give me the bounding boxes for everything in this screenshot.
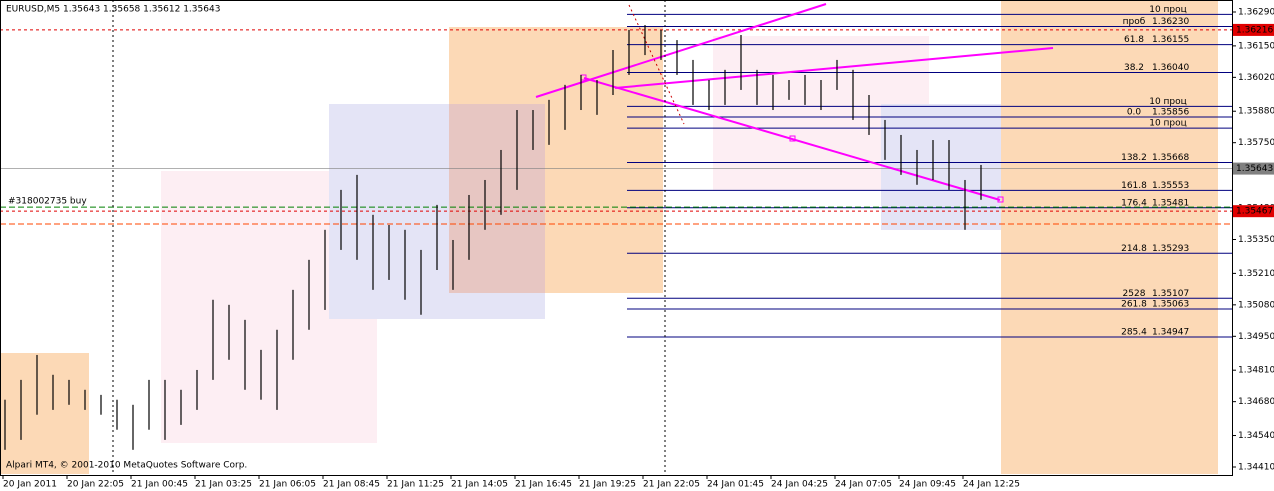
fib-label: 261.8 — [1121, 299, 1147, 309]
fib-label: 10 проц — [1149, 5, 1187, 15]
x-tick-label: 21 Jan 08:45 — [323, 480, 380, 490]
x-tick-label: 20 Jan 22:05 — [67, 480, 124, 490]
trend-line — [614, 47, 1054, 89]
fib-price: 1.35063 — [1152, 299, 1189, 309]
y-tick-label: 1.34680 — [1238, 397, 1274, 407]
fib-label: 285.4 — [1121, 328, 1147, 338]
trend-line — [583, 77, 1001, 201]
x-tick-label: 20 Jan 2011 — [3, 480, 57, 490]
x-tick-label: 21 Jan 22:05 — [643, 480, 700, 490]
y-tick-label: 1.35210 — [1238, 269, 1274, 279]
y-tick-label: 1.36020 — [1238, 73, 1274, 83]
order-label: #318002735 buy — [8, 197, 87, 207]
price-marker — [1233, 23, 1274, 36]
y-tick-label: 1.34410 — [1238, 463, 1274, 473]
y-tick-label: 1.34540 — [1238, 431, 1274, 441]
price-marker — [1233, 162, 1274, 175]
zone-overlap — [449, 104, 545, 293]
y-tick-label: 1.36150 — [1238, 41, 1274, 51]
y-tick-label: 1.35750 — [1238, 138, 1274, 148]
x-tick-label: 21 Jan 06:05 — [259, 480, 316, 490]
copyright: Alpari MT4, © 2001-2010 MetaQuotes Softw… — [6, 461, 247, 471]
fib-price: 1.35107 — [1152, 289, 1189, 299]
y-tick-label: 1.35080 — [1238, 300, 1274, 310]
fib-label: 61.8 — [1124, 35, 1144, 45]
price-marker-label: 1.36216 — [1236, 25, 1273, 35]
x-tick-label: 21 Jan 19:25 — [579, 480, 636, 490]
x-tick-label: 21 Jan 11:25 — [387, 480, 444, 490]
fib-label: 138.2 — [1121, 153, 1147, 163]
fib-price: 1.34947 — [1152, 328, 1189, 338]
trend-line — [535, 3, 827, 98]
y-tick-label: 1.34950 — [1238, 332, 1274, 342]
y-tick-label: 1.34810 — [1238, 366, 1274, 376]
x-tick-label: 24 Jan 04:25 — [771, 480, 828, 490]
symbol-header: EURUSD,M5 1.35643 1.35658 1.35612 1.3564… — [6, 5, 220, 15]
anchor — [997, 196, 1004, 203]
fib-price: 1.35553 — [1152, 181, 1189, 191]
price-marker — [1233, 205, 1274, 218]
fib-label: 161.8 — [1121, 181, 1147, 191]
fib-label: 214.8 — [1121, 244, 1147, 254]
fib-label: 176.4 — [1121, 198, 1147, 208]
x-tick-label: 21 Jan 16:45 — [515, 480, 572, 490]
anchor — [789, 135, 796, 142]
x-tick-label: 24 Jan 01:45 — [707, 480, 764, 490]
fib-price: 1.35293 — [1152, 244, 1189, 254]
fib-price: 1.36040 — [1152, 63, 1189, 73]
fib-label: 10 проц — [1149, 119, 1187, 129]
price-marker-label: 1.35643 — [1236, 164, 1273, 174]
x-tick-label: 21 Jan 14:05 — [451, 480, 508, 490]
fib-price: 1.35668 — [1152, 153, 1189, 163]
chart-frame — [0, 0, 1233, 476]
fib-price: 1.35481 — [1152, 198, 1189, 208]
y-tick-label: 1.36290 — [1238, 8, 1274, 18]
trend-line-dotted — [628, 4, 685, 125]
fib-label: 0.0 — [1127, 108, 1142, 118]
fib-label: 2528 — [1123, 289, 1146, 299]
fib-label: проб — [1123, 17, 1146, 27]
fib-price: 1.35856 — [1152, 108, 1189, 118]
price-marker-label: 1.35467 — [1236, 207, 1273, 217]
x-tick-label: 21 Jan 00:45 — [131, 480, 188, 490]
y-tick-label: 1.35350 — [1238, 235, 1274, 245]
zone-orange — [0, 353, 89, 474]
zone-orange — [1001, 0, 1218, 474]
fib-price: 1.36155 — [1152, 35, 1189, 45]
y-tick-label: 1.35880 — [1238, 107, 1274, 117]
fib-label: 38.2 — [1124, 63, 1144, 73]
x-tick-label: 24 Jan 12:25 — [963, 480, 1020, 490]
x-tick-label: 24 Jan 09:45 — [899, 480, 956, 490]
x-tick-label: 24 Jan 07:05 — [835, 480, 892, 490]
x-tick-label: 21 Jan 03:25 — [195, 480, 252, 490]
fib-label: 10 проц — [1149, 97, 1187, 107]
fib-price: 1.36230 — [1152, 17, 1189, 27]
